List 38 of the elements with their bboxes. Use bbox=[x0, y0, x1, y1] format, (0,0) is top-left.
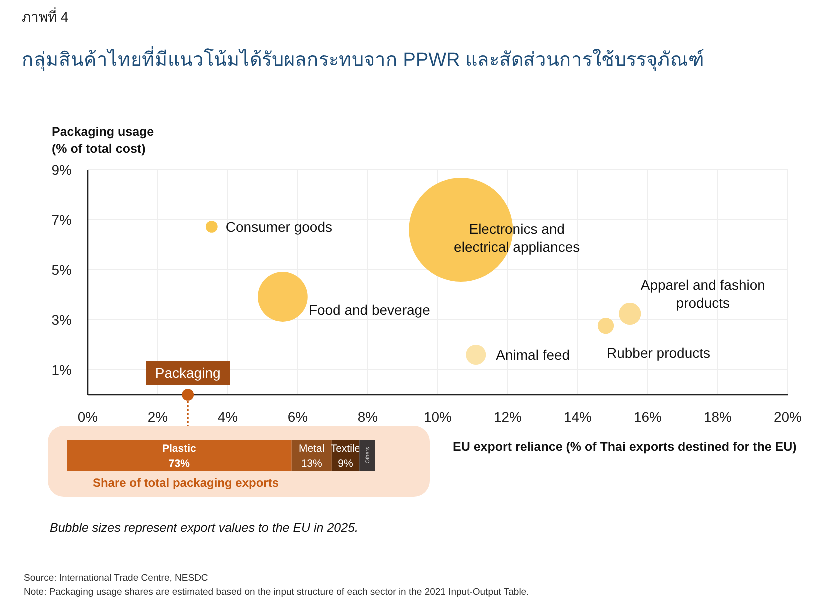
text: Bubble sizes represent export values to the EU in 2025. bbox=[50, 521, 359, 535]
series-label: Textile bbox=[330, 443, 361, 455]
x-tick-label: 12% bbox=[494, 409, 522, 425]
y-tick-label: 3% bbox=[52, 312, 72, 328]
text: Note: Packaging usage shares are estimated based on the input structure of each sector in the 2021 Input-Output Table. bbox=[24, 587, 530, 598]
source-note: Source: International Trade Centre, NESDC bbox=[24, 573, 208, 584]
x-tick-label: 4% bbox=[218, 409, 238, 425]
series-label: Plastic bbox=[162, 443, 197, 455]
x-tick-label: 14% bbox=[564, 409, 592, 425]
x-tick-label: 2% bbox=[148, 409, 168, 425]
series-label: Metal bbox=[299, 443, 325, 455]
x-tick-label: 8% bbox=[358, 409, 378, 425]
x-axis-title: EU export reliance (% of Thai exports destined for the EU) bbox=[453, 440, 797, 454]
series-label: Animal feed bbox=[496, 347, 570, 363]
series-label: Food and beverage bbox=[308, 302, 431, 318]
bar bbox=[360, 440, 375, 471]
y-tick-label: 1% bbox=[52, 362, 72, 378]
y-axis-title: Packaging usage (% of total cost) bbox=[52, 125, 154, 156]
data-label: 9% bbox=[338, 458, 354, 470]
x-tick-label: 0% bbox=[78, 409, 98, 425]
series-label: Apparel and fashion products bbox=[640, 277, 766, 311]
bar bbox=[67, 440, 292, 471]
chart-title: กลุ่มสินค้าไทยที่มีแนวโน้มได้รับผลกระทบจาก PPWR และสัดส่วนการใช้บรรจุภัณฑ์ bbox=[22, 46, 705, 72]
y-tick-label: 7% bbox=[52, 212, 72, 228]
x-tick-label: 6% bbox=[288, 409, 308, 425]
series-label: Packaging bbox=[155, 365, 221, 381]
y-tick-label: 5% bbox=[52, 262, 72, 278]
y-tick-label: 9% bbox=[52, 162, 72, 178]
text: ภาพที่ 4 bbox=[22, 8, 69, 25]
series-label: Rubber products bbox=[607, 345, 711, 361]
data-label: 13% bbox=[301, 458, 322, 470]
text: Share of total packaging exports bbox=[92, 476, 280, 490]
data-label: 73% bbox=[168, 458, 191, 470]
x-tick-label: 16% bbox=[634, 409, 662, 425]
x-tick-label: 10% bbox=[424, 409, 452, 425]
x-tick-label: 18% bbox=[704, 409, 732, 425]
x-tick-label: 20% bbox=[774, 409, 802, 425]
series-label: Consumer goods bbox=[226, 219, 333, 235]
